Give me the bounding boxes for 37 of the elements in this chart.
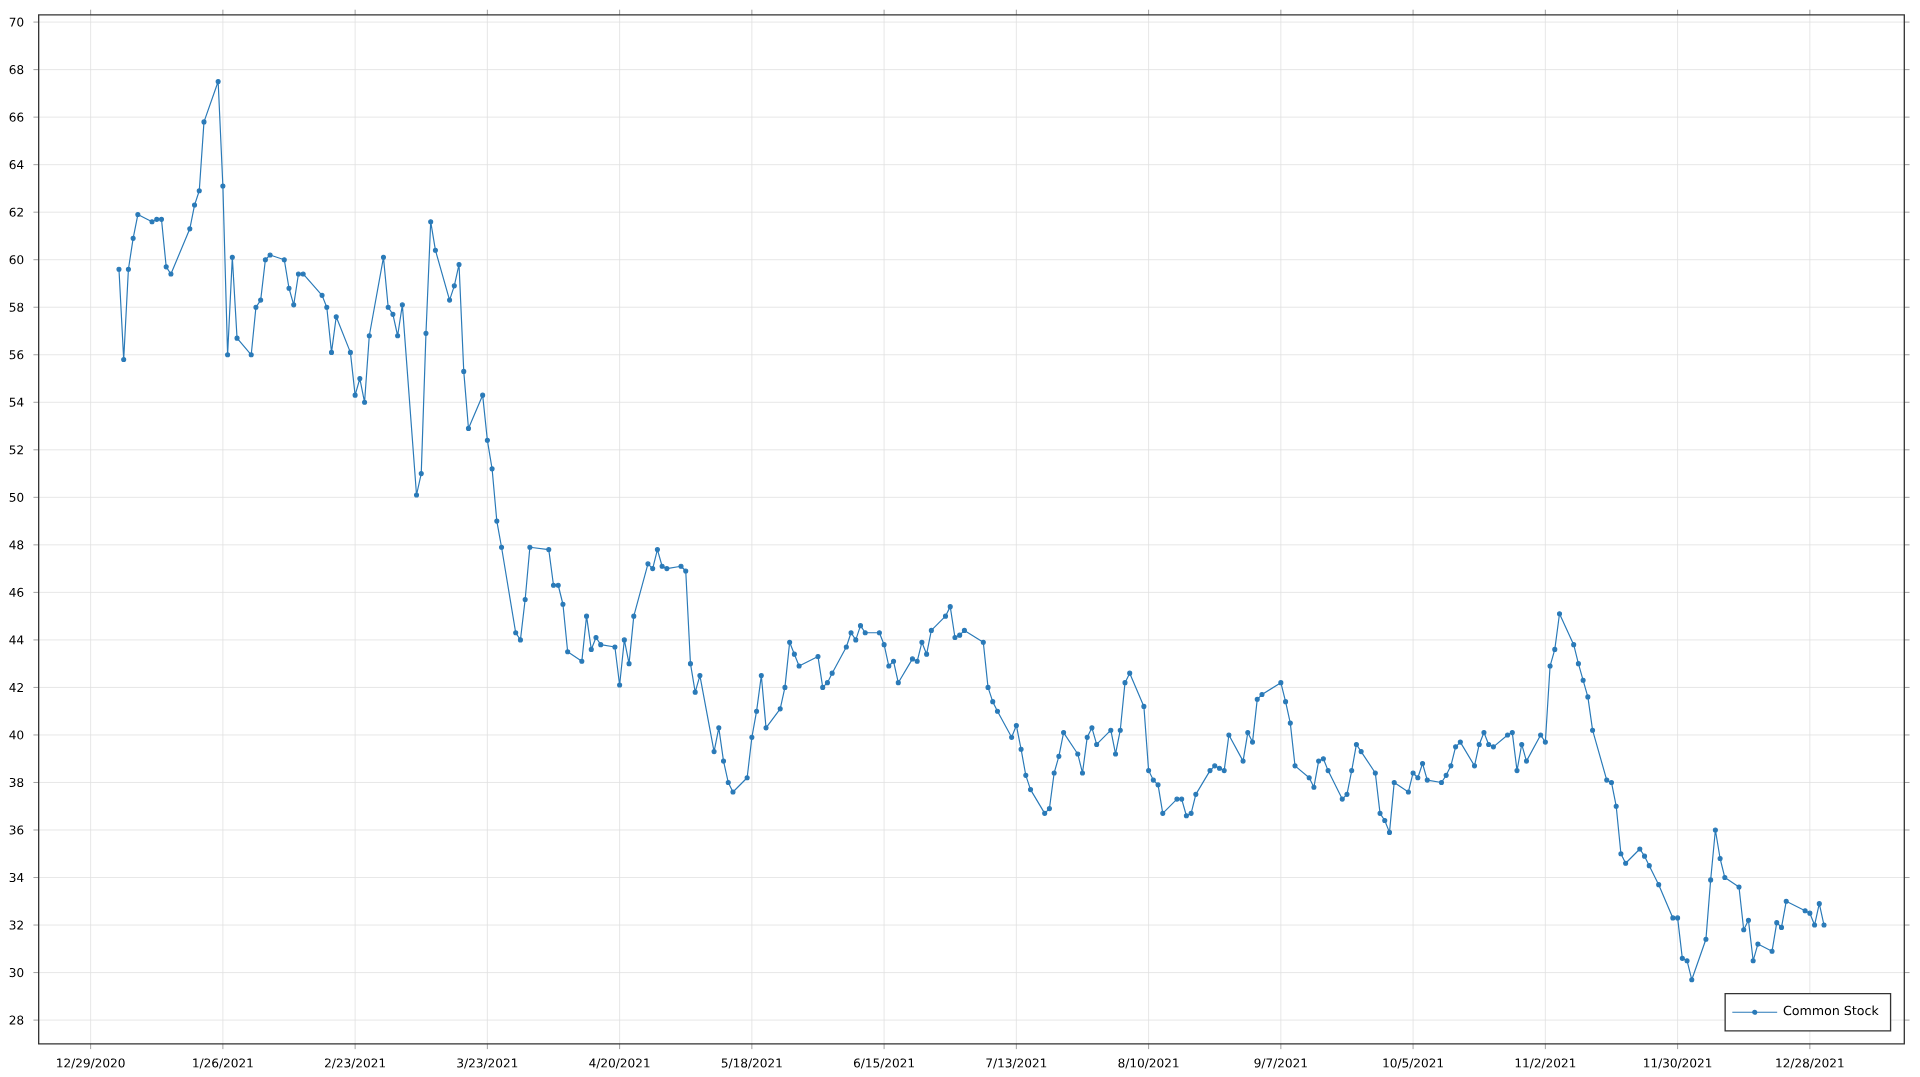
y-tick-label: 50 — [9, 492, 24, 502]
x-tick-label: 1/26/2021 — [193, 1058, 253, 1069]
legend-label: Common Stock — [1783, 1005, 1879, 1016]
y-tick-label: 46 — [9, 587, 24, 597]
x-tick-label: 4/20/2021 — [589, 1058, 650, 1069]
x-tick-label: 7/13/2021 — [986, 1058, 1047, 1069]
y-tick-label: 34 — [9, 872, 24, 882]
y-tick-label: 70 — [9, 17, 24, 27]
x-tick-label: 11/2/2021 — [1515, 1058, 1576, 1069]
x-tick-label: 2/23/2021 — [325, 1058, 385, 1069]
y-tick-label: 44 — [9, 635, 24, 645]
y-tick-label: 62 — [9, 207, 23, 217]
y-tick-label: 64 — [9, 159, 24, 170]
x-tick-label: 11/30/2021 — [1644, 1058, 1712, 1069]
y-tick-label: 32 — [9, 920, 23, 930]
x-tick-label: 9/7/2021 — [1254, 1058, 1307, 1069]
y-tick-label: 56 — [9, 350, 24, 360]
x-tick-label: 8/10/2021 — [1118, 1058, 1179, 1069]
x-tick-label: 5/18/2021 — [721, 1058, 782, 1069]
y-tick-label: 68 — [9, 64, 24, 75]
y-tick-label: 30 — [9, 967, 24, 978]
y-tick-label: 48 — [9, 540, 24, 550]
x-tick-label: 3/23/2021 — [457, 1058, 518, 1069]
y-tick-label: 36 — [9, 825, 24, 835]
y-tick-label: 60 — [9, 255, 24, 265]
x-tick-label: 10/5/2021 — [1383, 1058, 1443, 1069]
y-tick-label: 58 — [9, 302, 24, 312]
y-tick-label: 54 — [9, 397, 24, 407]
x-tick-label: 6/15/2021 — [853, 1058, 914, 1069]
y-tick-label: 38 — [9, 777, 24, 787]
y-tick-label: 40 — [9, 730, 24, 740]
x-tick-label: 12/29/2020 — [57, 1058, 125, 1069]
y-tick-label: 42 — [9, 682, 23, 692]
y-tick-label: 66 — [9, 112, 24, 122]
x-tick-label: 12/28/2021 — [1776, 1058, 1844, 1069]
y-tick-label: 28 — [9, 1015, 24, 1025]
y-tick-label: 52 — [9, 445, 23, 455]
